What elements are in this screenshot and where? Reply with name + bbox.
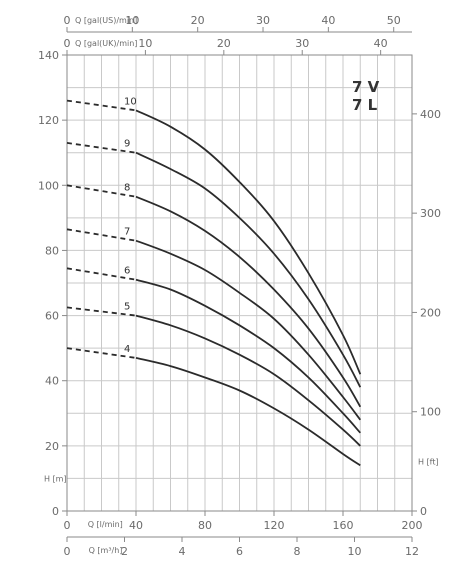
curve-7-dashed	[66, 228, 137, 242]
bottom-m3h-tick-label: 0	[64, 545, 71, 558]
bottom-lmin-tick-label: 160	[333, 519, 354, 532]
bottom-lmin-tick-label: 80	[198, 519, 212, 532]
bottom-m3h-tick-label: 8	[294, 545, 301, 558]
curve-6-dashed	[66, 267, 137, 281]
top-galus-tick-label: 10	[125, 14, 139, 27]
bottom-lmin-title: Q [l/min]	[88, 520, 123, 529]
model-label: 7 V	[352, 78, 380, 96]
left-tick-label: 60	[45, 310, 59, 323]
left-tick-label: 100	[38, 179, 59, 192]
bottom-m3h-tick-label: 2	[121, 545, 128, 558]
right-tick-label: 100	[420, 406, 441, 419]
curve-9	[135, 151, 362, 388]
curve-10-dashed	[66, 99, 137, 112]
top-galuk-tick-label: 40	[374, 37, 388, 50]
curve-label-5: 5	[124, 302, 130, 313]
curve-8	[135, 195, 362, 408]
curve-label-9: 9	[124, 139, 130, 150]
bottom-m3h-tick-label: 6	[236, 545, 243, 558]
top-galus-tick-label: 40	[321, 14, 335, 27]
top-galuk-title: Q [gal(UK)/min]	[75, 39, 137, 48]
bottom-m3h-tick-label: 4	[179, 545, 186, 558]
curve-4	[135, 357, 361, 467]
right-tick-label: 200	[420, 306, 441, 319]
right-tick-label: 0	[420, 505, 427, 518]
curve-10	[135, 109, 362, 375]
labels: 10 9 8 7 6 5 4 7 V7 L	[124, 78, 380, 355]
left-axis-title: H [m]	[44, 474, 67, 483]
top-galus-tick-label: 50	[387, 14, 401, 27]
curve-8-dashed	[66, 184, 137, 198]
curve-label-10: 10	[124, 96, 137, 107]
curve-7	[135, 239, 362, 421]
top-galuk-tick-label: 20	[217, 37, 231, 50]
curve-4-dashed	[66, 347, 137, 359]
curve-5-dashed	[66, 306, 137, 317]
curve-label-8: 8	[124, 183, 130, 194]
bottom-lmin-tick-label: 0	[64, 519, 71, 532]
left-tick-label: 0	[52, 505, 59, 518]
top-galus-tick-label: 30	[256, 14, 270, 27]
right-tick-label: 400	[420, 108, 441, 121]
top-galus-tick-label: 20	[191, 14, 205, 27]
right-tick-label: 300	[420, 207, 441, 220]
curve-9-dashed	[66, 142, 137, 154]
top-galuk-tick-label: 30	[295, 37, 309, 50]
bottom-m3h-title: Q [m³/h]	[89, 546, 123, 555]
curve-label-7: 7	[124, 227, 130, 238]
bottom-lmin-tick-label: 40	[129, 519, 143, 532]
top-galus-title: Q [gal(US)/min]	[75, 16, 137, 25]
grid	[66, 54, 413, 512]
curves	[66, 99, 362, 467]
right-axis-title: H [ft]	[418, 457, 439, 466]
bottom-lmin-tick-label: 120	[264, 519, 285, 532]
top-galuk-zero-label: 0	[64, 37, 71, 50]
top-galus-tick-label: 0	[64, 14, 71, 27]
curve-6	[135, 278, 361, 434]
curve-label-6: 6	[124, 266, 130, 277]
left-tick-label: 120	[38, 114, 59, 127]
curve-label-4: 4	[124, 344, 130, 355]
bottom-m3h-tick-label: 12	[405, 545, 419, 558]
top-galuk-tick-label: 10	[138, 37, 152, 50]
left-tick-label: 140	[38, 49, 59, 62]
bottom-m3h-tick-label: 10	[348, 545, 362, 558]
curve-5	[135, 314, 361, 447]
left-tick-label: 80	[45, 244, 59, 257]
bottom-lmin-tick-label: 200	[402, 519, 423, 532]
left-tick-label: 40	[45, 375, 59, 388]
left-tick-label: 20	[45, 440, 59, 453]
model-label: 7 L	[352, 96, 378, 114]
